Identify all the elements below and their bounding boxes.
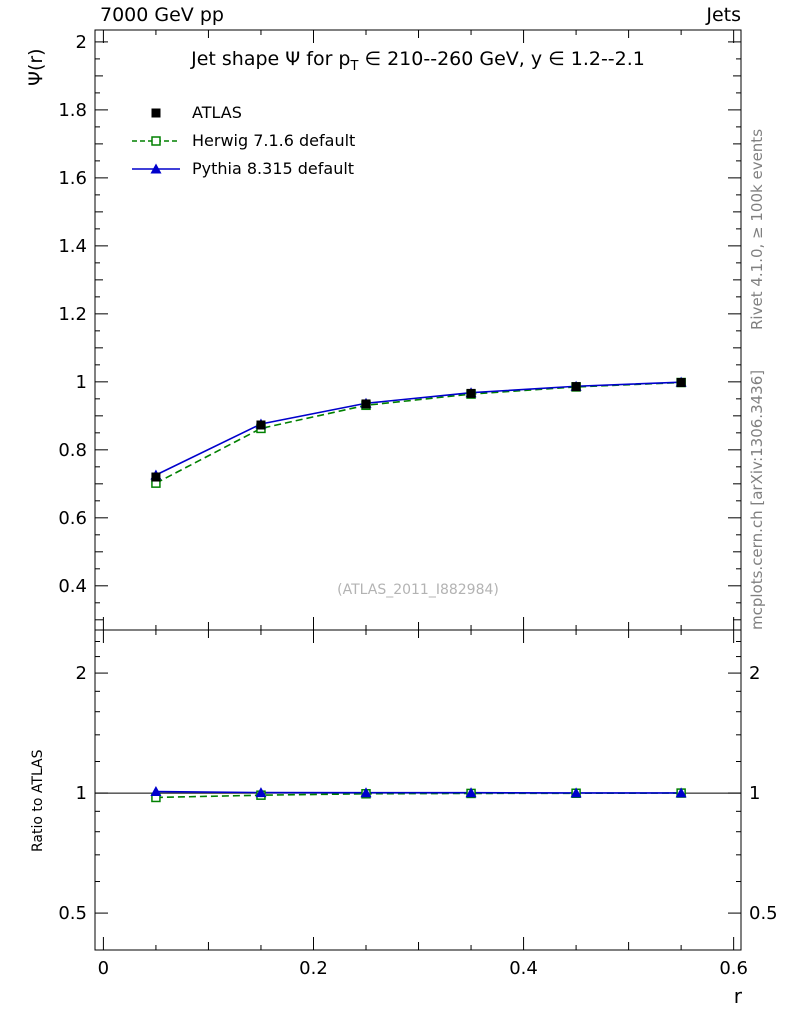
svg-text:1.2: 1.2 (58, 304, 87, 325)
svg-text:0.8: 0.8 (58, 440, 87, 461)
beam-energy-label: 7000 GeV pp (100, 4, 224, 26)
herwig-line-marker-icon (132, 133, 180, 147)
svg-text:0.4: 0.4 (58, 576, 87, 597)
svg-text:2: 2 (76, 663, 87, 684)
analysis-id-watermark: (ATLAS_2011_I882984) (337, 582, 499, 598)
svg-text:1: 1 (749, 783, 760, 804)
mcplots-arxiv-label: mcplots.cern.ch [arXiv:1306.3436] (748, 369, 766, 630)
svg-text:2: 2 (76, 32, 87, 53)
legend: ATLAS Herwig 7.1.6 default Pythia 8.315 … (132, 98, 355, 182)
svg-text:1.8: 1.8 (58, 100, 87, 121)
plot-frames (94, 29, 742, 951)
svg-text:0.5: 0.5 (749, 903, 778, 924)
ratio-y-axis-title: Ratio to ATLAS (30, 749, 46, 852)
svg-text:1.4: 1.4 (58, 236, 87, 257)
plot-title: Jet shape Ψ for pT ∈ 210--260 GeV, y ∈ 1… (191, 48, 645, 74)
svg-text:1: 1 (76, 372, 87, 393)
legend-item-herwig: Herwig 7.1.6 default (132, 126, 355, 154)
svg-text:1.6: 1.6 (58, 168, 87, 189)
legend-item-pythia: Pythia 8.315 default (132, 154, 355, 182)
svg-text:0.6: 0.6 (58, 508, 87, 529)
x-axis-title: r (733, 984, 742, 1008)
process-label: Jets (706, 4, 741, 26)
data-series (150, 376, 687, 803)
plot-title-pre: Jet shape Ψ for p (191, 48, 351, 70)
legend-label-herwig: Herwig 7.1.6 default (192, 130, 356, 150)
svg-text:0.6: 0.6 (719, 958, 748, 979)
svg-text:0: 0 (98, 958, 109, 979)
svg-text:2: 2 (749, 663, 760, 684)
svg-text:0.2: 0.2 (299, 958, 328, 979)
tick-labels: 0 0.2 0.4 0.6 0.4 0.6 0.8 1 1.2 1.4 1.6 1.8 2 0.5 0.5 1… (58, 32, 777, 979)
ratio-panel-frame (94, 629, 742, 951)
legend-label-pythia: Pythia 8.315 default (192, 158, 355, 178)
axis-ticks (95, 30, 741, 950)
pythia-line-marker-icon (132, 161, 180, 175)
main-y-axis-title: Ψ(r) (25, 48, 47, 86)
atlas-marker-icon (132, 105, 180, 119)
svg-text:0.5: 0.5 (58, 903, 87, 924)
rivet-version-label: Rivet 4.1.0, ≥ 100k events (748, 128, 766, 330)
svg-text:1: 1 (76, 783, 87, 804)
svg-text:0.4: 0.4 (509, 958, 538, 979)
plot-title-post: ∈ 210--260 GeV, y ∈ 1.2--2.1 (358, 48, 645, 70)
legend-item-atlas: ATLAS (132, 98, 355, 126)
legend-label-atlas: ATLAS (192, 102, 242, 122)
plot-title-sub: T (350, 58, 359, 74)
